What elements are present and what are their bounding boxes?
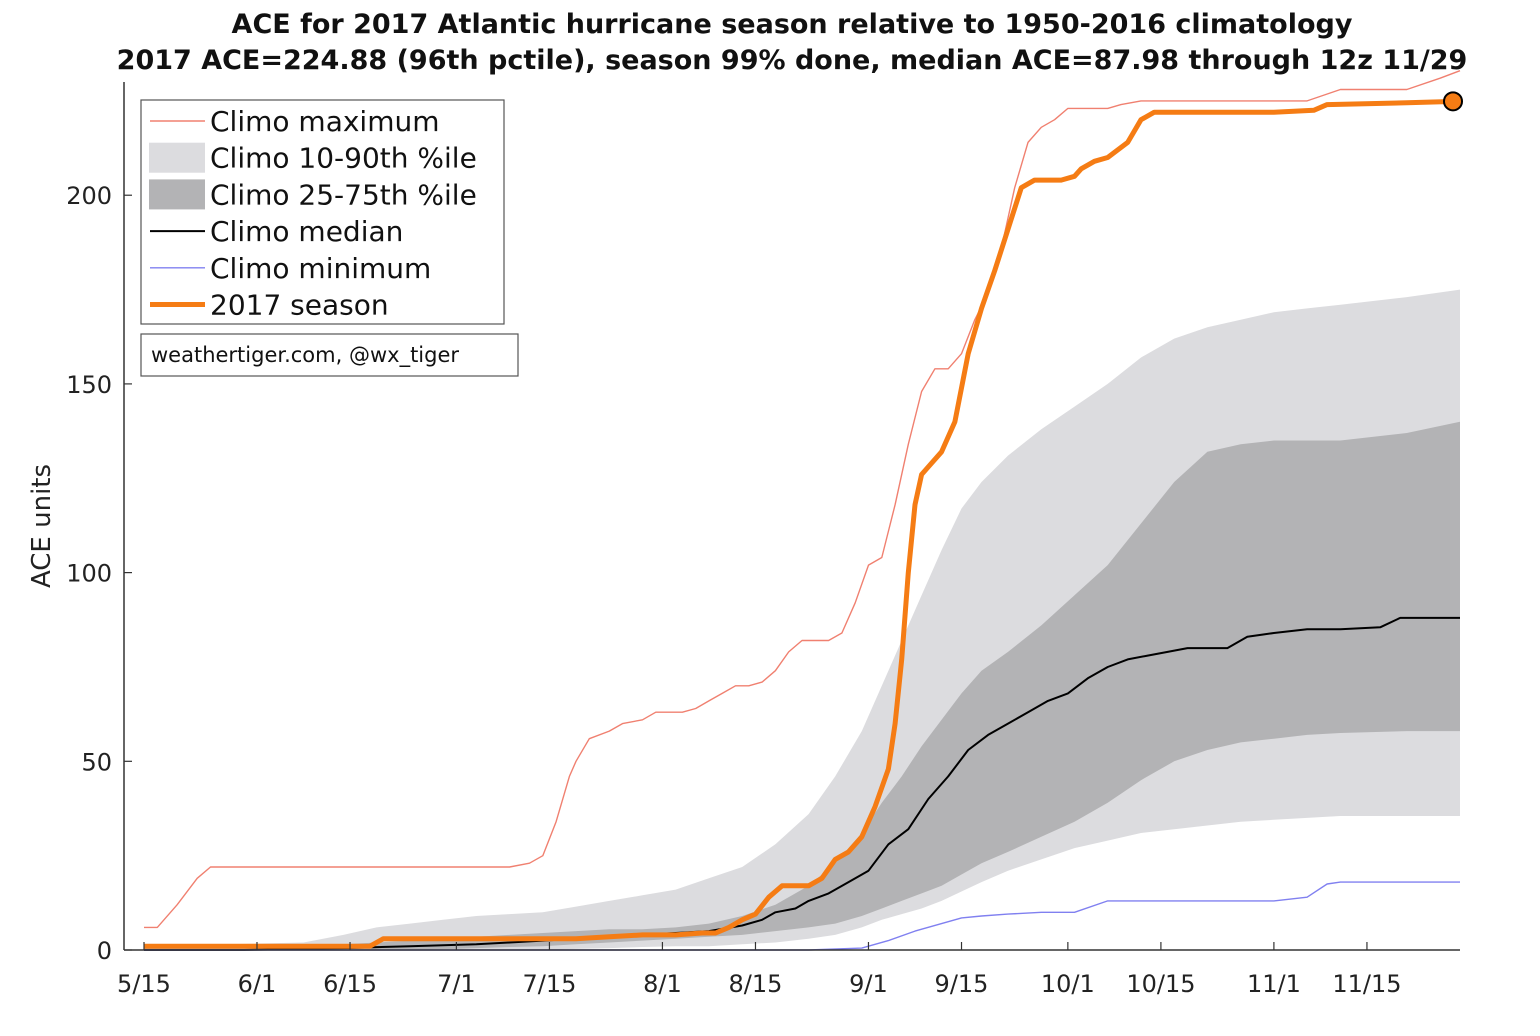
y-tick-label: 150 [66,371,112,399]
legend-box [140,99,505,325]
legend-label: Climo 25-75th %ile [210,178,477,211]
x-tick-label: 7/1 [437,970,476,998]
chart-title: ACE for 2017 Atlantic hurricane season r… [232,9,1353,40]
legend-item: Climo maximum [150,105,440,138]
x-tick-label: 6/15 [323,970,377,998]
legend-label: Climo maximum [210,105,440,138]
legend-label: Climo minimum [210,252,431,285]
x-tick-label: 8/1 [643,970,682,998]
x-tick-label: 5/15 [117,970,171,998]
x-tick-label: 11/1 [1247,970,1301,998]
series-climo-maximum [144,70,1461,929]
plot-area [144,70,1463,951]
chart-subtitle: 2017 ACE=224.88 (96th pctile), season 99… [117,45,1468,76]
x-tick-label: 6/1 [238,970,277,998]
legend-item: Climo 10-90th %ile [149,142,477,175]
x-tick-label: 8/15 [729,970,783,998]
watermark-border [140,333,519,377]
season-end-marker [1443,91,1463,112]
x-tick-label: 11/15 [1332,970,1401,998]
legend-item: Climo minimum [150,252,431,285]
band-25-75 [144,421,1460,950]
legend-swatch [149,179,205,210]
legend-label: Climo 10-90th %ile [210,142,477,175]
y-ticks: 0 50 100 150 200 [66,182,132,965]
y-tick-label: 100 [66,560,112,588]
x-tick-label: 10/1 [1041,970,1095,998]
watermark-text: weathertiger.com, @wx_tiger [151,343,459,368]
legend-swatch [149,142,205,173]
y-axis-label: ACE units [27,464,57,588]
watermark-box: weathertiger.com, @wx_tiger [140,333,519,377]
legend-item: 2017 season [150,289,389,322]
bands [144,289,1460,951]
legend-item: Climo 25-75th %ile [149,178,477,211]
legend-label: 2017 season [210,289,389,322]
x-tick-label: 10/15 [1126,970,1195,998]
legend-label: Climo median [210,215,403,248]
x-tick-label: 7/15 [522,970,576,998]
x-ticks: 5/15 6/1 6/15 7/1 7/15 8/1 8/15 9/1 9/15 10/1 10/1… [117,942,1402,998]
y-tick-label: 0 [97,937,112,965]
x-tick-label: 9/15 [935,970,989,998]
series-2017-season [144,98,1461,949]
x-tick-label: 9/1 [849,970,888,998]
y-tick-label: 50 [81,748,112,776]
legend-item: Climo median [150,215,403,248]
y-tick-label: 200 [66,182,112,210]
